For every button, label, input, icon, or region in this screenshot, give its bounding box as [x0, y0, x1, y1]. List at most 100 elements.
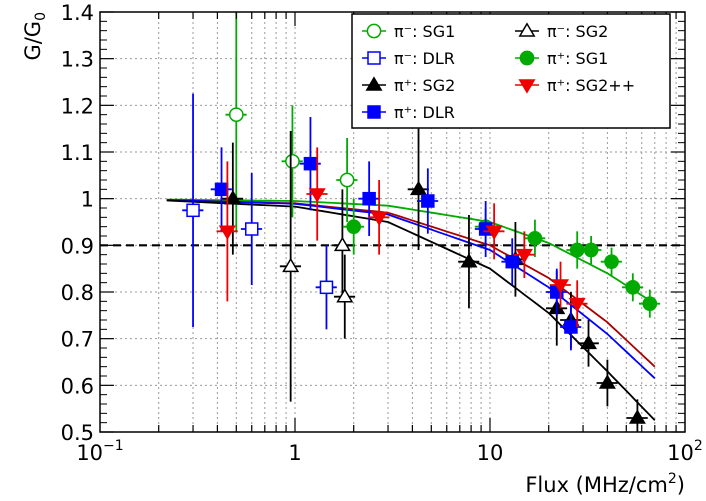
- point-marker: [339, 172, 355, 188]
- data-point: [580, 236, 602, 264]
- data-point: [306, 147, 328, 241]
- point-marker: [460, 252, 478, 268]
- data-point: [566, 280, 588, 327]
- data-point: [549, 261, 571, 309]
- data-point: [315, 245, 337, 330]
- data-point: [407, 128, 429, 250]
- x-tick-label: 10: [477, 441, 504, 465]
- point-marker: [319, 280, 334, 295]
- data-point: [621, 273, 644, 302]
- y-tick-label: 1: [81, 188, 94, 212]
- point-marker: [625, 279, 641, 295]
- data-point: [279, 131, 302, 402]
- data-point: [358, 161, 380, 236]
- point-marker: [598, 374, 616, 389]
- data-point: [513, 231, 535, 278]
- point-marker: [228, 107, 244, 123]
- data-point: [483, 203, 505, 260]
- legend-label: π⁻: SG1: [394, 22, 455, 41]
- point-marker: [303, 156, 318, 171]
- tick-labels: 0.5 0.6 0.7 0.8 0.9 1 1.1 1.2 1.3 1.4 10−1 1 10 102: [61, 1, 703, 465]
- point-marker: [333, 236, 351, 252]
- data-point: [458, 215, 480, 309]
- fit-curve: [166, 199, 656, 379]
- data-point: [524, 219, 546, 257]
- y-tick-label: 0.5: [61, 421, 94, 445]
- legend-marker: [365, 76, 383, 91]
- legend-label: π⁺: SG2++: [547, 76, 635, 95]
- legend-marker: [519, 50, 535, 66]
- legend-marker: [366, 23, 382, 39]
- y-axis-title: G/G0: [21, 12, 49, 61]
- point-marker: [370, 211, 388, 227]
- point-marker: [568, 297, 586, 313]
- data-point: [336, 138, 358, 222]
- x-tick-label: 1: [288, 441, 301, 465]
- point-marker: [214, 182, 229, 197]
- legend-label: π⁻: DLR: [394, 49, 455, 68]
- point-marker: [485, 225, 503, 241]
- legend: π⁻: SG1 π⁻: SG2 π⁻: DLR π⁺: SG1 π⁺: SG2 π⁺: S…: [351, 13, 671, 129]
- data-point: [222, 142, 244, 255]
- point-marker: [564, 320, 578, 334]
- point-marker: [552, 279, 570, 294]
- point-marker: [186, 203, 200, 218]
- data-point: [600, 247, 622, 276]
- data-point: [577, 320, 599, 367]
- legend-marker: [518, 79, 536, 94]
- data-point: [638, 289, 661, 318]
- data-point: [240, 173, 263, 285]
- y-tick-label: 0.7: [61, 328, 94, 352]
- point-marker: [308, 188, 326, 203]
- data-point: [299, 117, 321, 211]
- data-point: [560, 303, 582, 351]
- legend-label: π⁻: SG2: [547, 22, 608, 41]
- y-tick-label: 1.2: [61, 94, 94, 118]
- legend-marker: [367, 105, 381, 119]
- x-tick-label: 102: [667, 438, 703, 465]
- data-point: [501, 238, 523, 285]
- data-point: [331, 189, 353, 302]
- point-marker: [515, 248, 533, 264]
- data-point: [626, 399, 648, 432]
- data-point: [281, 105, 303, 218]
- data-point: [216, 161, 238, 302]
- point-marker: [218, 225, 236, 241]
- point-marker: [410, 180, 428, 196]
- data-point: [225, 12, 247, 232]
- data-point: [342, 198, 365, 255]
- data-point: [596, 359, 618, 407]
- point-marker: [527, 230, 543, 246]
- point-marker: [583, 242, 599, 258]
- legend-box: [351, 13, 671, 129]
- x-tick-label: 10−1: [76, 438, 123, 465]
- point-marker: [604, 254, 619, 270]
- data-points: [182, 12, 661, 432]
- point-marker: [336, 287, 354, 303]
- y-tick-label: 0.8: [61, 281, 94, 305]
- legend-label: π⁺: SG2: [394, 76, 455, 95]
- data-point: [333, 254, 356, 339]
- y-tick-label: 1.4: [61, 1, 94, 25]
- legend-label: π⁺: DLR: [394, 103, 455, 122]
- legend-marker: [518, 22, 536, 37]
- point-marker: [421, 194, 435, 208]
- data-point: [210, 147, 232, 232]
- point-marker: [642, 296, 658, 312]
- data-point: [182, 93, 204, 327]
- point-marker: [505, 254, 519, 269]
- data-point: [417, 168, 439, 234]
- y-tick-label: 1.1: [61, 141, 94, 165]
- legend-marker: [367, 51, 381, 65]
- point-marker: [346, 219, 362, 235]
- y-tick-label: 1.3: [61, 48, 94, 72]
- x-axis-title: Flux (MHz/cm2): [525, 471, 685, 497]
- y-tick-label: 0.6: [61, 374, 94, 398]
- point-marker: [579, 334, 598, 350]
- plot-frame: [99, 11, 686, 433]
- point-marker: [628, 409, 646, 424]
- point-marker: [244, 222, 259, 236]
- y-tick-label: 0.9: [61, 234, 94, 258]
- legend-label: π⁺: SG1: [547, 49, 608, 68]
